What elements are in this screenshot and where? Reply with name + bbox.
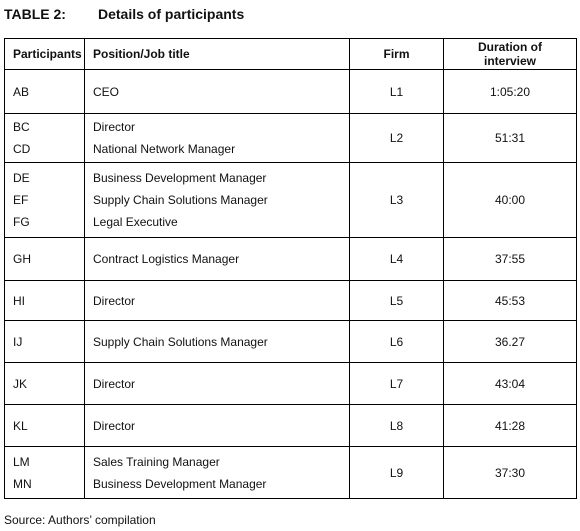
header-row: Participants Position/Job title Firm Dur… bbox=[4, 38, 577, 70]
position: Sales Training Manager bbox=[93, 454, 220, 469]
duration-cell: 37:30 bbox=[443, 446, 577, 499]
position: CEO bbox=[93, 84, 120, 99]
participants-cell: HI bbox=[4, 280, 85, 321]
table-caption: Details of participants bbox=[98, 6, 245, 22]
position-cell: CEO bbox=[84, 69, 350, 114]
duration-cell: 43:04 bbox=[443, 362, 577, 405]
table-row: JK Director L7 43:04 bbox=[4, 362, 577, 405]
position: Supply Chain Solutions Manager bbox=[93, 193, 268, 207]
participant: EF bbox=[13, 193, 29, 207]
firm-cell: L8 bbox=[349, 404, 444, 447]
position-cell: Supply Chain Solutions Manager bbox=[84, 320, 350, 363]
table-row: BC CD Director National Network Manager L2 51… bbox=[4, 113, 577, 163]
table-title: TABLE 2: Details of participants bbox=[4, 6, 244, 22]
participant: AB bbox=[13, 84, 30, 99]
position: Legal Executive bbox=[93, 215, 178, 229]
firm-cell: L4 bbox=[349, 237, 444, 281]
firm-cell: L3 bbox=[349, 162, 444, 238]
participant: KL bbox=[13, 418, 28, 433]
position: Director bbox=[93, 120, 136, 134]
participant: IJ bbox=[13, 334, 23, 349]
firm-cell: L5 bbox=[349, 280, 444, 321]
participants-cell: LM MN bbox=[4, 446, 85, 499]
participants-cell: DE EF FG bbox=[4, 162, 85, 238]
table-row: AB CEO L1 1:05:20 bbox=[4, 69, 577, 114]
position-cell: Director bbox=[84, 362, 350, 405]
column-header: Duration of interview bbox=[443, 38, 577, 70]
duration-cell: 1:05:20 bbox=[443, 69, 577, 114]
table-row: LM MN Sales Training Manager Business Devel… bbox=[4, 446, 577, 499]
position-cell: Contract Logistics Manager bbox=[84, 237, 350, 281]
participant: JK bbox=[13, 376, 28, 391]
table-row: HI Director L5 45:53 bbox=[4, 280, 577, 321]
column-header: Position/Job title bbox=[84, 38, 350, 70]
participant: FG bbox=[13, 215, 30, 229]
duration-cell: 36.27 bbox=[443, 320, 577, 363]
duration-cell: 41:28 bbox=[443, 404, 577, 447]
firm-cell: L9 bbox=[349, 446, 444, 499]
participant: CD bbox=[13, 142, 31, 156]
participant: DE bbox=[13, 171, 30, 185]
participant: GH bbox=[13, 252, 31, 266]
position: Supply Chain Solutions Manager bbox=[93, 334, 268, 349]
position-cell: Director bbox=[84, 404, 350, 447]
position: National Network Manager bbox=[93, 142, 236, 156]
position: Director bbox=[93, 418, 136, 433]
duration-cell: 45:53 bbox=[443, 280, 577, 321]
table-body: AB CEO L1 1:05:20 BC CD Director National Netwo… bbox=[4, 69, 577, 499]
column-header: Firm bbox=[349, 38, 444, 70]
participants-cell: GH bbox=[4, 237, 85, 281]
participants-cell: KL bbox=[4, 404, 85, 447]
table-row: KL Director L8 41:28 bbox=[4, 404, 577, 447]
participant: MN bbox=[13, 476, 32, 491]
column-header: Participants bbox=[4, 38, 85, 70]
position: Contract Logistics Manager bbox=[93, 252, 240, 266]
table-row: GH Contract Logistics Manager L4 37:55 bbox=[4, 237, 577, 281]
position-cell: Business Development Manager Supply Chain… bbox=[84, 162, 350, 238]
firm-cell: L2 bbox=[349, 113, 444, 163]
participants-cell: AB bbox=[4, 69, 85, 114]
participants-cell: JK bbox=[4, 362, 85, 405]
position: Business Development Manager bbox=[93, 171, 267, 185]
position: Director bbox=[93, 293, 136, 308]
position-cell: Director National Network Manager bbox=[84, 113, 350, 163]
participants-table: Participants Position/Job title Firm Dur… bbox=[4, 38, 577, 499]
table-row: DE EF FG Business Development Manager Supply… bbox=[4, 162, 577, 238]
participant: LM bbox=[13, 454, 30, 469]
table-row: IJ Supply Chain Solutions Manager L6 36.27 bbox=[4, 320, 577, 363]
firm-cell: L6 bbox=[349, 320, 444, 363]
participant: BC bbox=[13, 120, 30, 134]
table-number: TABLE 2: bbox=[4, 6, 66, 22]
duration-cell: 51:31 bbox=[443, 113, 577, 163]
source-note: Source: Authors’ compilation bbox=[4, 513, 156, 527]
duration-cell: 40:00 bbox=[443, 162, 577, 238]
participants-cell: IJ bbox=[4, 320, 85, 363]
participants-cell: BC CD bbox=[4, 113, 85, 163]
duration-cell: 37:55 bbox=[443, 237, 577, 281]
participant: HI bbox=[13, 293, 25, 308]
position-cell: Sales Training Manager Business Developme… bbox=[84, 446, 350, 499]
firm-cell: L1 bbox=[349, 69, 444, 114]
position: Director bbox=[93, 376, 136, 391]
firm-cell: L7 bbox=[349, 362, 444, 405]
position-cell: Director bbox=[84, 280, 350, 321]
position: Business Development Manager bbox=[93, 476, 267, 491]
